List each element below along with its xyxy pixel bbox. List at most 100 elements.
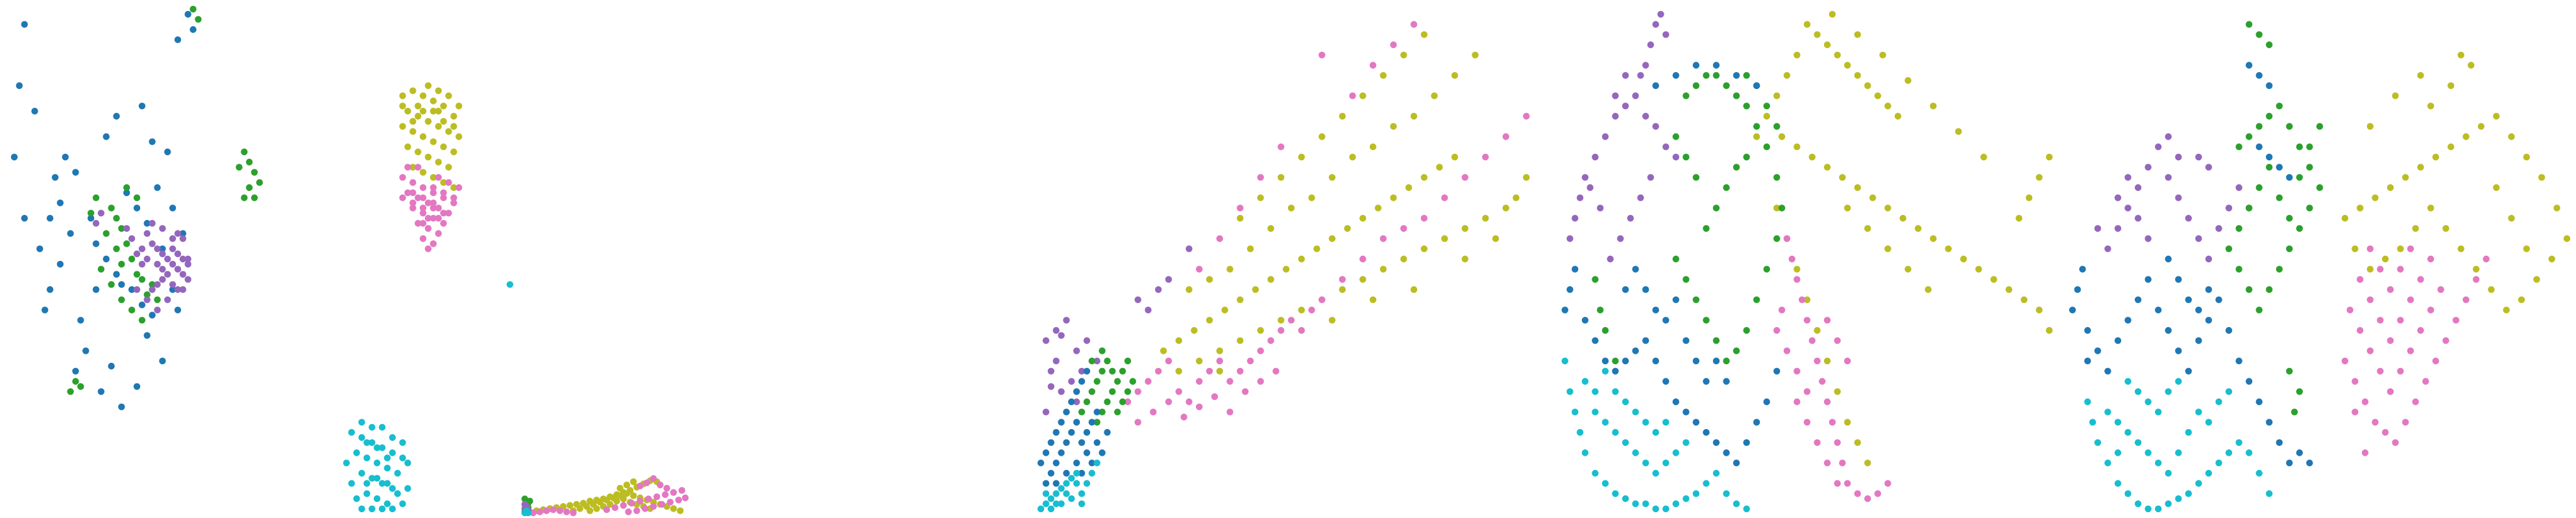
scatter-point <box>1083 449 1091 456</box>
scatter-point <box>556 507 564 514</box>
scatter-point <box>1073 460 1080 467</box>
scatter-point <box>1601 357 1609 365</box>
scatter-point <box>2114 337 2122 344</box>
scatter-point <box>2094 225 2102 232</box>
scatter-point <box>424 117 432 125</box>
scatter-point <box>1662 31 1670 38</box>
scatter-point <box>2114 419 2122 426</box>
scatter-point <box>1672 133 1679 140</box>
scatter-point <box>607 500 614 508</box>
scatter-point <box>16 82 23 90</box>
scatter-point <box>2296 174 2303 181</box>
scatter-point <box>128 286 136 293</box>
scatter-point <box>164 296 171 303</box>
scatter-series-5-5 <box>2069 62 2313 467</box>
scatter-point <box>2084 398 2091 406</box>
scatter-point <box>1257 174 1264 181</box>
scatter-point <box>72 378 79 385</box>
scatter-point <box>1042 500 1050 508</box>
scatter-point <box>1763 398 1770 406</box>
scatter-point <box>2225 388 2233 395</box>
scatter-point <box>1808 153 1816 161</box>
scatter-point <box>1349 92 1356 99</box>
scatter-point <box>1078 469 1086 477</box>
scatter-panel-3 <box>1037 21 1530 513</box>
scatter-point <box>2412 225 2419 232</box>
scatter-point <box>440 117 447 125</box>
scatter-point <box>409 204 417 212</box>
scatter-point <box>1328 235 1336 242</box>
scatter-point <box>2483 255 2490 263</box>
scatter-point <box>424 245 432 253</box>
scatter-point <box>1298 153 1306 161</box>
scatter-point <box>2145 505 2152 513</box>
scatter-point <box>1405 184 1413 191</box>
scatter-point <box>92 219 100 227</box>
scatter-point <box>643 479 650 486</box>
scatter-point <box>123 184 130 191</box>
scatter-point <box>2397 367 2404 375</box>
scatter-point <box>2286 123 2293 130</box>
scatter-point <box>1068 428 1075 436</box>
scatter-point <box>2225 327 2233 334</box>
scatter-point <box>650 503 657 510</box>
scatter-point <box>1854 184 1861 191</box>
scatter-point <box>1773 123 1780 130</box>
scatter-point <box>1052 480 1060 487</box>
scatter-point <box>1712 204 1720 212</box>
scatter-point <box>409 199 417 206</box>
scatter-point <box>2296 449 2303 456</box>
scatter-point <box>2175 495 2182 502</box>
scatter-point <box>2397 265 2404 273</box>
scatter-point <box>2387 286 2394 293</box>
scatter-point <box>1592 469 1599 477</box>
scatter-point <box>2357 276 2364 283</box>
scatter-point <box>174 36 182 43</box>
scatter-point <box>675 497 683 504</box>
scatter-point <box>1793 398 1801 406</box>
scatter-point <box>2124 174 2132 181</box>
scatter-point <box>2290 408 2298 415</box>
scatter-point <box>246 184 253 191</box>
scatter-point <box>1282 265 1290 273</box>
scatter-point <box>56 199 64 206</box>
scatter-point <box>1864 460 1871 467</box>
scatter-point <box>1237 367 1244 375</box>
scatter-point <box>1339 112 1346 120</box>
scatter-point <box>149 281 156 288</box>
scatter-point <box>369 475 376 482</box>
scatter-point <box>1150 408 1157 415</box>
scatter-point <box>1313 245 1320 253</box>
scatter-point <box>1109 367 1116 375</box>
scatter-point <box>445 92 452 99</box>
scatter-point <box>1513 194 1520 201</box>
scatter-point <box>1914 225 1922 232</box>
scatter-point <box>456 133 463 140</box>
scatter-point <box>1058 332 1065 339</box>
scatter-point <box>2266 164 2273 171</box>
scatter-series-3-3 <box>1042 245 1193 415</box>
scatter-point <box>2266 286 2273 293</box>
scatter-point <box>2387 337 2394 344</box>
scatter-point <box>373 444 381 451</box>
scatter-point <box>1063 469 1070 477</box>
scatter-point <box>1058 449 1065 456</box>
scatter-point <box>419 184 427 191</box>
scatter-point <box>1129 378 1137 385</box>
scatter-point <box>133 204 141 212</box>
scatter-point <box>658 500 666 508</box>
scatter-point <box>1692 490 1700 497</box>
scatter-point <box>1267 225 1274 232</box>
scatter-point <box>1672 72 1679 79</box>
scatter-point <box>419 92 427 99</box>
scatter-point <box>1834 439 1841 446</box>
scatter-point <box>1241 388 1249 395</box>
scatter-point <box>2508 133 2515 140</box>
scatter-point <box>2306 143 2313 151</box>
scatter-point <box>2397 245 2404 253</box>
scatter-point <box>113 215 120 222</box>
scatter-point <box>1344 225 1351 232</box>
scatter-point <box>1083 428 1091 436</box>
scatter-point <box>543 507 550 514</box>
scatter-point <box>2155 460 2162 467</box>
